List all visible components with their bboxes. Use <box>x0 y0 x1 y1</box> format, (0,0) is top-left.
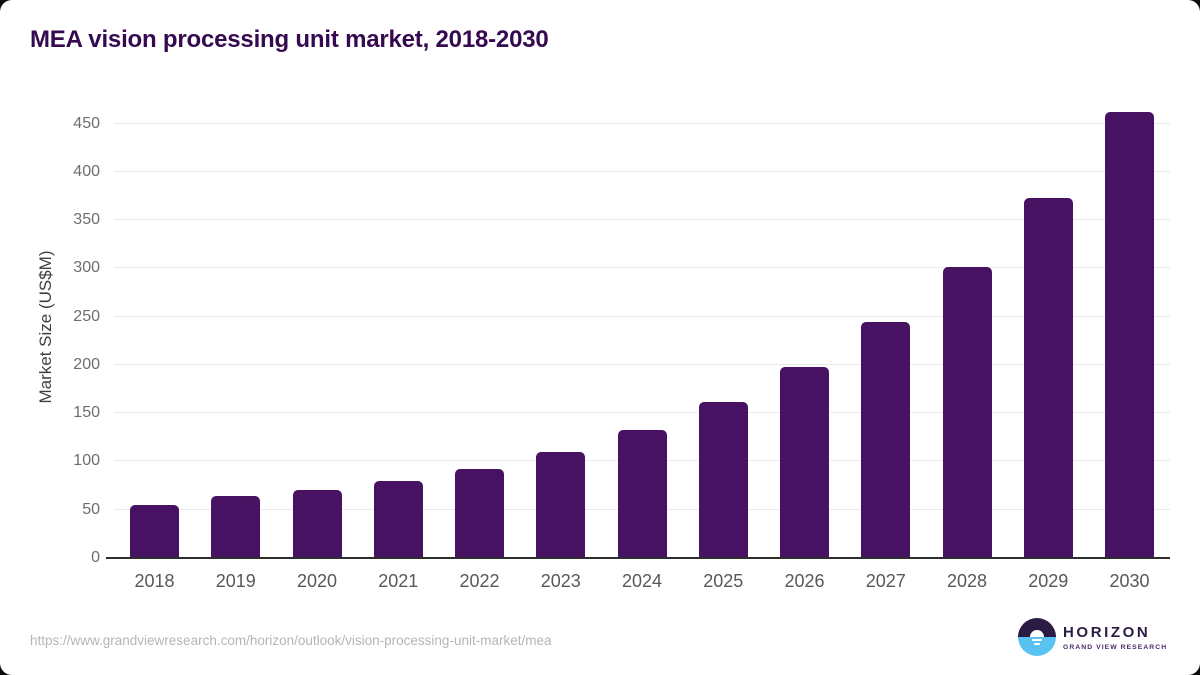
x-tick-label-2024: 2024 <box>621 571 663 591</box>
gridline-150 <box>114 412 1170 414</box>
bar-slot-2025: 2025 <box>698 401 748 591</box>
bar-2029[interactable] <box>1023 197 1073 558</box>
bar-2019[interactable] <box>211 496 261 558</box>
bar-2023[interactable] <box>536 451 586 558</box>
bar-slot-2024: 2024 <box>617 429 667 591</box>
bars-row: 2018 2019 2020 2021 2022 2023 2024 2025 2026 2027… <box>114 95 1170 591</box>
gridline-350 <box>114 219 1170 221</box>
bar-slot-2027: 2027 <box>861 322 911 591</box>
source-url: https://www.grandviewresearch.com/horizo… <box>30 633 552 648</box>
logo-wordmark-block: HORIZON GRAND VIEW RESEARCH <box>1063 624 1167 651</box>
y-tick-label-200: 200 <box>73 355 100 373</box>
x-tick-label-2018: 2018 <box>134 571 175 591</box>
bar-2026[interactable] <box>780 366 829 558</box>
x-tick-label-2027: 2027 <box>865 571 906 591</box>
horizon-logo-icon <box>1018 618 1056 656</box>
x-tick-label-2023: 2023 <box>540 571 581 591</box>
sun-icon <box>1030 630 1044 637</box>
y-tick-label-250: 250 <box>73 307 100 325</box>
y-axis-labels: 0 50 100 150 200 250 300 350 400 450 <box>44 95 104 567</box>
bar-slot-2028: 2028 <box>942 267 992 591</box>
bar-slot-2022: 2022 <box>455 469 504 591</box>
horizon-logo: HORIZON GRAND VIEW RESEARCH <box>1018 618 1167 656</box>
x-tick-label-2026: 2026 <box>784 571 825 591</box>
sun-reflection-icon-small <box>1034 643 1040 645</box>
bar-2021[interactable] <box>373 480 423 558</box>
bar-2024[interactable] <box>617 429 667 558</box>
gridline-300 <box>114 267 1170 269</box>
bar-2020[interactable] <box>292 490 342 558</box>
bar-2025[interactable] <box>698 401 748 558</box>
bar-slot-2026: 2026 <box>780 366 829 591</box>
page-title: MEA vision processing unit market, 2018-… <box>30 26 549 53</box>
gridline-450 <box>114 122 1170 124</box>
bar-slot-2020: 2020 <box>292 490 342 591</box>
bar-2022[interactable] <box>455 469 504 558</box>
x-axis-line <box>106 557 1170 559</box>
bar-slot-2021: 2021 <box>373 480 423 591</box>
bar-slot-2018: 2018 <box>130 504 179 591</box>
y-tick-label-150: 150 <box>73 404 100 422</box>
x-tick-label-2025: 2025 <box>703 571 744 591</box>
bar-slot-2019: 2019 <box>211 496 261 591</box>
y-tick-label-50: 50 <box>82 500 100 518</box>
bar-slot-2029: 2029 <box>1023 197 1073 591</box>
logo-brand-name: HORIZON <box>1063 623 1151 641</box>
y-tick-label-350: 350 <box>73 211 100 229</box>
logo-sub-brand: GRAND VIEW RESEARCH <box>1063 643 1168 651</box>
sun-reflection-icon <box>1032 639 1042 641</box>
y-tick-label-450: 450 <box>73 114 100 132</box>
bar-2030[interactable] <box>1105 111 1154 558</box>
x-tick-label-2021: 2021 <box>378 571 419 591</box>
bar-slot-2030: 2030 <box>1105 111 1154 591</box>
x-tick-label-2028: 2028 <box>946 571 988 591</box>
y-tick-label-100: 100 <box>73 452 100 470</box>
gridline-200 <box>114 363 1170 365</box>
y-tick-label-0: 0 <box>91 549 100 566</box>
plot-area: 0 50 100 150 200 250 300 350 400 450 2018 2019 2020… <box>73 95 1170 591</box>
x-tick-label-2030: 2030 <box>1109 571 1150 591</box>
gridline-400 <box>114 170 1170 172</box>
x-tick-label-2029: 2029 <box>1028 571 1069 591</box>
bar-2028[interactable] <box>942 267 992 558</box>
gridline-250 <box>114 315 1170 317</box>
bar-2027[interactable] <box>861 322 911 558</box>
bar-2018[interactable] <box>130 504 179 558</box>
bar-slot-2023: 2023 <box>536 451 586 591</box>
x-tick-label-2020: 2020 <box>296 571 338 591</box>
x-tick-label-2022: 2022 <box>459 571 500 591</box>
y-tick-label-400: 400 <box>73 162 100 180</box>
y-tick-label-300: 300 <box>73 259 100 277</box>
x-tick-label-2019: 2019 <box>215 571 256 591</box>
